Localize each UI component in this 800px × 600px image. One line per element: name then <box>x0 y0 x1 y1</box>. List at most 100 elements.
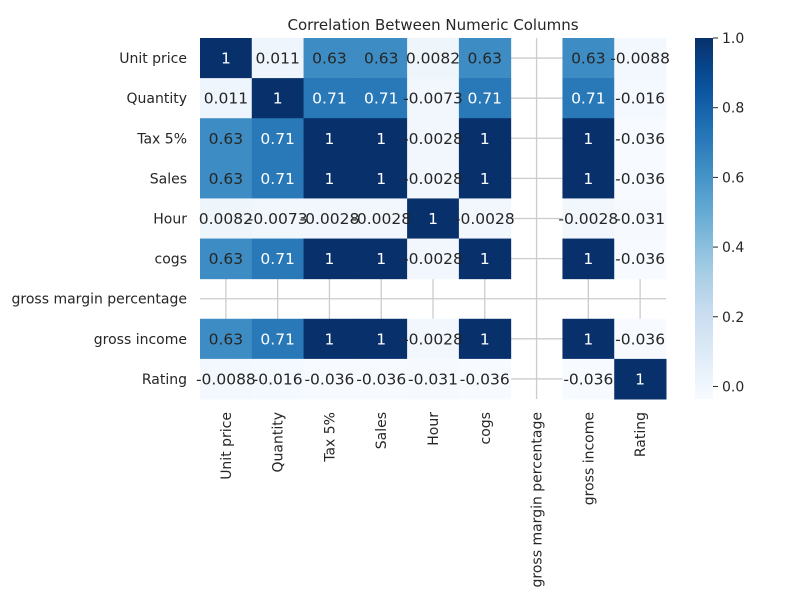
y-tick-label: Hour <box>153 212 187 228</box>
x-tick-label: gross margin percentage <box>530 412 546 587</box>
heatmap-cell <box>200 238 253 280</box>
heatmap-cell <box>407 238 460 280</box>
heatmap-cell <box>355 238 408 280</box>
cell-value-label: 0.011 <box>204 90 248 108</box>
cell-value-label: 0.71 <box>260 330 295 348</box>
heatmap-cell <box>303 238 356 280</box>
cell-value-label: -0.036 <box>304 370 354 388</box>
cell-value-label: 0.71 <box>260 130 295 148</box>
cell-value-label: -0.036 <box>563 370 613 388</box>
y-tick-label: Tax 5% <box>136 131 187 147</box>
cell-annotations: 1 0.011 0.63 0.63 0.0082 0.63 0.63 -0.0088 0.011… <box>196 50 670 389</box>
heatmap-cell <box>562 118 615 159</box>
x-tick-label: Quantity <box>271 412 287 473</box>
heatmap-cell <box>458 118 512 159</box>
heatmap-cell <box>614 78 667 119</box>
cell-value-label: 1 <box>583 170 593 188</box>
heatmap-cell <box>562 158 615 199</box>
heatmap-cell <box>458 158 512 199</box>
cell-value-label: -0.036 <box>356 370 406 388</box>
cell-value-label: 0.63 <box>468 50 503 68</box>
cell-value-label: 1 <box>376 170 386 188</box>
cell-value-label: 0.63 <box>571 50 606 68</box>
heatmap-cell <box>614 318 667 360</box>
heatmap-cell <box>614 358 667 400</box>
cell-value-label: -0.0088 <box>196 370 256 388</box>
cell-value-label: -0.031 <box>408 370 458 388</box>
heatmap-cell <box>458 358 512 400</box>
heatmap-cell <box>251 38 305 79</box>
colorbar-tick-label: 1.0 <box>722 31 744 47</box>
cell-value-label: 0.0082 <box>199 210 253 228</box>
colorbar: 0.0 0.2 0.4 0.6 0.8 1.0 <box>695 31 744 399</box>
heatmap-cell <box>251 238 305 280</box>
heatmap-cell <box>562 78 615 119</box>
cell-value-label: 1 <box>273 90 283 108</box>
cell-value-label: -0.0028 <box>403 170 463 188</box>
x-tick-label: Sales <box>374 412 390 449</box>
cell-value-label: 0.71 <box>571 90 606 108</box>
cell-value-label: -0.036 <box>615 330 665 348</box>
colorbar-tick-label: 0.2 <box>722 310 744 326</box>
cell-value-label: 0.0082 <box>406 50 460 68</box>
cell-value-label: -0.016 <box>253 370 303 388</box>
heatmap-cell <box>200 118 253 159</box>
heatmap-cell <box>562 38 615 79</box>
cell-value-label: 0.63 <box>312 50 347 68</box>
colorbar-tick-label: 0.4 <box>722 240 744 256</box>
heatmap-cell <box>614 198 667 240</box>
heatmap-cell <box>407 358 460 400</box>
heatmap-cell <box>407 158 460 199</box>
heatmap-cell <box>458 38 512 79</box>
heatmap-cell <box>200 318 253 360</box>
cell-value-label: 0.71 <box>364 90 399 108</box>
colorbar-tick-label: 0.8 <box>722 101 744 117</box>
heatmap-cell <box>562 198 615 240</box>
y-tick-label: cogs <box>155 252 187 268</box>
heatmap-cell <box>614 38 667 79</box>
x-tick-label: cogs <box>478 412 494 444</box>
y-tick-label: Rating <box>142 372 187 388</box>
heatmap-cell <box>458 238 512 280</box>
cell-value-label: -0.0028 <box>300 210 360 228</box>
y-tick-label: Unit price <box>119 51 187 67</box>
cell-value-label: 1 <box>480 330 490 348</box>
heatmap-cell <box>614 118 667 159</box>
heatmap-cell <box>355 318 408 360</box>
heatmap-cell <box>562 238 615 280</box>
cell-value-label: -0.016 <box>615 90 665 108</box>
heatmap-cell <box>355 198 408 240</box>
cell-value-label: 0.71 <box>468 90 503 108</box>
heatmap-cell <box>355 158 408 199</box>
heatmap-cell <box>200 158 253 199</box>
cell-value-label: 0.63 <box>209 250 244 268</box>
cell-value-label: -0.036 <box>615 250 665 268</box>
heatmap-cells <box>200 38 667 400</box>
heatmap-cell <box>303 118 356 159</box>
heatmap-cell <box>200 358 253 400</box>
cell-value-label: 1 <box>428 210 438 228</box>
heatmap-cell <box>303 158 356 199</box>
heatmap-cell <box>407 38 460 79</box>
heatmap-cell <box>407 318 460 360</box>
heatmap-cell <box>614 158 667 199</box>
heatmap-cell <box>458 318 512 360</box>
heatmap-cell <box>303 198 356 240</box>
heatmap-cell <box>407 198 460 240</box>
cell-value-label: -0.0073 <box>403 90 463 108</box>
cell-value-label: 1 <box>376 250 386 268</box>
x-tick-label: gross income <box>581 412 597 505</box>
cell-value-label: -0.0028 <box>455 210 515 228</box>
heatmap-cell <box>407 78 460 119</box>
heatmap-cell <box>303 38 356 79</box>
cell-value-label: 1 <box>376 330 386 348</box>
cell-value-label: 1 <box>583 130 593 148</box>
cell-value-label: 1 <box>221 50 231 68</box>
x-tick-label: Rating <box>633 412 649 457</box>
heatmap-cell <box>251 158 305 199</box>
cell-value-label: 0.63 <box>209 170 244 188</box>
y-tick-label: Sales <box>150 171 187 187</box>
heatmap-cell <box>200 38 253 79</box>
heatmap-cell <box>251 358 305 400</box>
cell-value-label: 0.011 <box>255 50 299 68</box>
